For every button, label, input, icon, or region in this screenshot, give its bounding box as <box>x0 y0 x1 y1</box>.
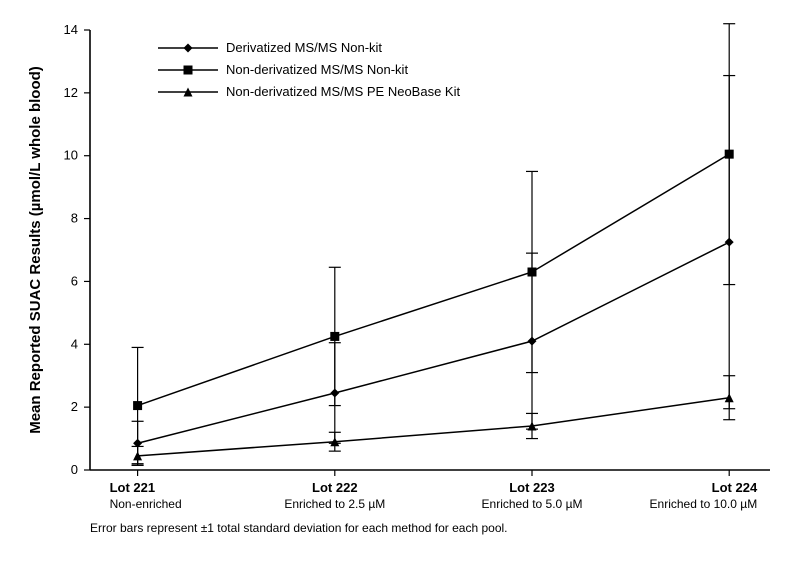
x-category-main: Lot 223 <box>509 480 555 495</box>
series <box>132 376 736 466</box>
x-category-sub: Enriched to 5.0 µM <box>482 497 583 511</box>
legend-item: Non-derivatized MS/MS PE NeoBase Kit <box>158 84 460 99</box>
y-tick-label: 14 <box>64 22 78 37</box>
y-tick-label: 2 <box>71 399 78 414</box>
chart-svg: 0 2 4 6 8 10 12 14 Mean Reported SUAC Results (µ… <box>0 0 800 581</box>
y-tick-label: 10 <box>64 148 78 163</box>
y-tick-label: 4 <box>71 336 78 351</box>
legend-item: Non-derivatized MS/MS Non-kit <box>158 62 408 77</box>
y-tick-label: 0 <box>71 462 78 477</box>
y-tick-label: 8 <box>71 211 78 226</box>
x-category-sub: Enriched to 2.5 µM <box>284 497 385 511</box>
legend-label: Non-derivatized MS/MS Non-kit <box>226 62 408 77</box>
footnote: Error bars represent ±1 total standard d… <box>90 521 508 535</box>
x-category-main: Lot 222 <box>312 480 358 495</box>
x-category-sub: Enriched to 10.0 µM <box>650 497 758 511</box>
x-category-main: Lot 224 <box>712 480 758 495</box>
x-category-sub: Non-enriched <box>110 497 182 511</box>
legend-label: Derivatized MS/MS Non-kit <box>226 40 382 55</box>
y-axis-label: Mean Reported SUAC Results (µmol/L whole… <box>27 66 44 434</box>
y-tick-label: 12 <box>64 85 78 100</box>
series <box>132 76 736 466</box>
y-tick-label: 6 <box>71 273 78 288</box>
chart-container: { "chart": { "type": "line-with-errorbar… <box>0 0 800 581</box>
legend-item: Derivatized MS/MS Non-kit <box>158 40 382 55</box>
legend-label: Non-derivatized MS/MS PE NeoBase Kit <box>226 84 460 99</box>
x-category-main: Lot 221 <box>110 480 156 495</box>
